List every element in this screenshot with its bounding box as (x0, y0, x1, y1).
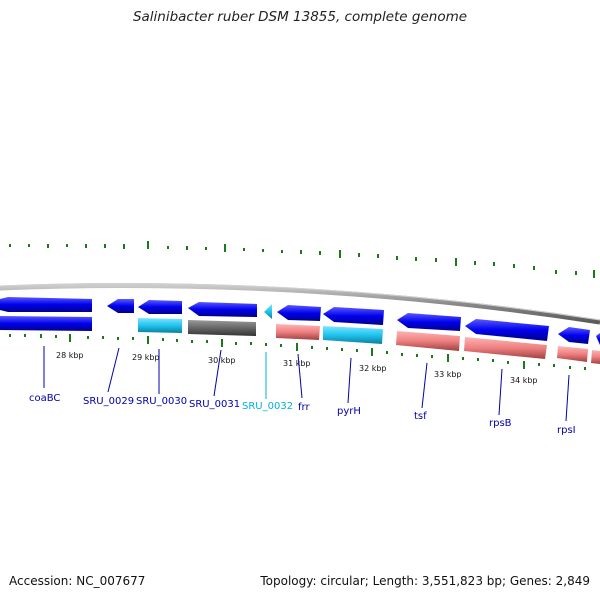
feature-frr-lower[interactable] (276, 324, 320, 340)
gene-label-sru0030[interactable]: SRU_0030 (136, 396, 187, 407)
gene-rpsI-upper[interactable] (558, 327, 590, 344)
leader-lines (43, 346, 570, 422)
feature-sru0030-lower[interactable] (138, 318, 182, 333)
gene-label-sru0031[interactable]: SRU_0031 (189, 399, 240, 410)
feature-rpsB-lower[interactable] (464, 337, 547, 359)
kbp-label: 30 kbp (208, 356, 236, 365)
feature-sru0031-lower[interactable] (188, 320, 256, 336)
feature-tsf-lower[interactable] (396, 331, 460, 351)
gene-tsf-upper[interactable] (397, 313, 461, 331)
gene-edge-upper[interactable] (596, 333, 600, 345)
kbp-label: 34 kbp (510, 376, 538, 385)
feature-edge-lower[interactable] (591, 350, 600, 364)
gene-label-sru0032[interactable]: SRU_0032 (242, 401, 293, 412)
kbp-label: 29 kbp (132, 353, 160, 362)
gene-label-rpsB[interactable]: rpsB (489, 418, 512, 429)
outer-ticks (9, 241, 595, 278)
gene-label-rpsI[interactable]: rpsI (557, 425, 576, 436)
gene-pyrH-upper[interactable] (323, 307, 384, 325)
genome-summary-text: Topology: circular; Length: 3,551,823 bp… (260, 574, 590, 588)
gene-sru0031-upper[interactable] (188, 302, 257, 317)
kbp-scale: 28 kbp 29 kbp 30 kbp 31 kbp 32 kbp 33 kb… (56, 351, 538, 385)
gene-label-coaBC[interactable]: coaBC (29, 393, 60, 404)
genome-backbone (0, 283, 600, 325)
gene-frr-upper[interactable] (277, 305, 321, 321)
diagram-title: Salinibacter ruber DSM 13855, complete g… (132, 9, 468, 25)
kbp-label: 28 kbp (56, 351, 84, 360)
gene-sru0030-upper[interactable] (138, 300, 182, 314)
gene-sru0029-upper[interactable] (107, 299, 134, 313)
gene-label-pyrH[interactable]: pyrH (337, 406, 361, 417)
gene-labels: coaBC SRU_0029 SRU_0030 SRU_0031 SRU_003… (29, 393, 576, 436)
gene-label-frr[interactable]: frr (298, 402, 310, 413)
accession-text: Accession: NC_007677 (9, 574, 146, 588)
gene-coaBC-upper[interactable] (0, 297, 92, 312)
kbp-label: 33 kbp (434, 370, 462, 379)
gene-rpsB-upper[interactable] (465, 319, 549, 341)
kbp-label: 31 kbp (283, 359, 311, 368)
forward-strand-genes (0, 297, 600, 345)
feature-pyrH-lower[interactable] (323, 326, 383, 344)
kbp-label: 32 kbp (359, 364, 387, 373)
gene-label-sru0029[interactable]: SRU_0029 (83, 396, 134, 407)
inner-ticks (9, 334, 586, 370)
lower-strand-features (0, 316, 600, 364)
gene-label-tsf[interactable]: tsf (414, 411, 427, 422)
feature-coaBC-lower[interactable] (0, 316, 92, 331)
feature-rpsI-lower[interactable] (557, 346, 588, 362)
gene-sru0032-upper[interactable] (264, 304, 272, 319)
